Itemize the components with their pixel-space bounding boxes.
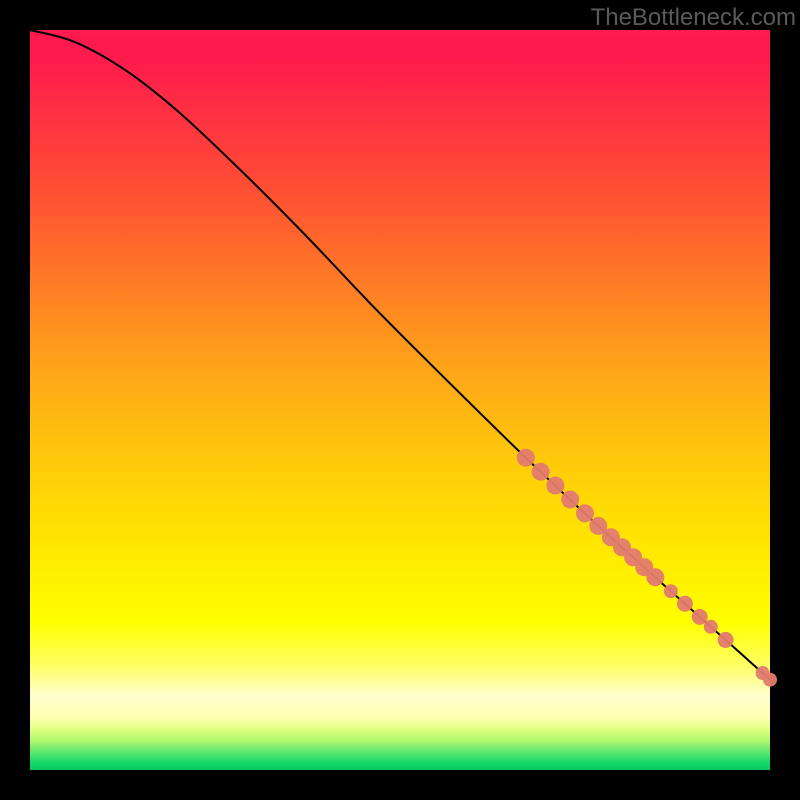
watermark-text: TheBottleneck.com — [591, 4, 796, 32]
data-marker — [646, 568, 664, 586]
data-marker — [561, 490, 579, 508]
data-marker — [718, 632, 734, 648]
data-marker — [704, 620, 718, 634]
data-marker — [763, 673, 777, 687]
data-marker — [576, 504, 594, 522]
chart-canvas — [0, 0, 800, 800]
data-marker — [517, 449, 535, 467]
data-marker — [677, 596, 693, 612]
data-marker — [664, 584, 678, 598]
data-marker — [532, 463, 550, 481]
data-marker — [546, 477, 564, 495]
plot-background — [30, 30, 770, 770]
